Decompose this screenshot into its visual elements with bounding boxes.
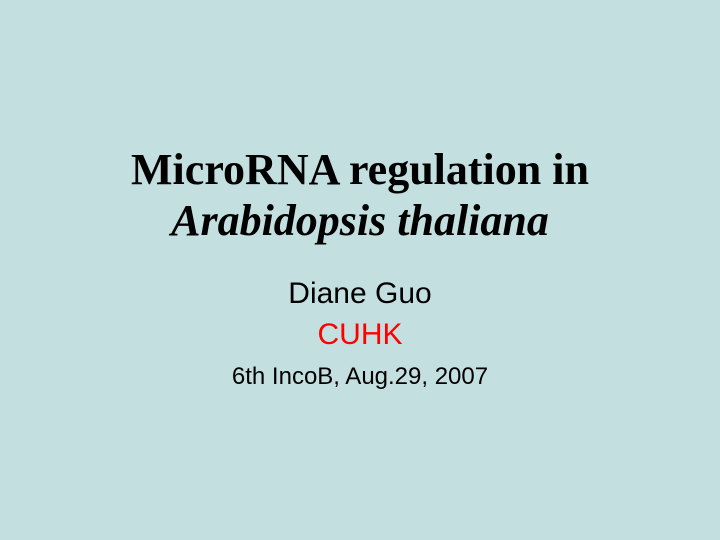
title-line-1: MicroRNA regulation in [131,145,589,196]
author-block: Diane Guo CUHK 6th IncoB, Aug.29, 2007 [232,274,488,395]
institution: CUHK [232,315,488,356]
title-block: MicroRNA regulation in Arabidopsis thali… [131,145,589,246]
event-date: 6th IncoB, Aug.29, 2007 [232,359,488,395]
author-name: Diane Guo [232,274,488,315]
title-line-2: Arabidopsis thaliana [131,196,589,247]
